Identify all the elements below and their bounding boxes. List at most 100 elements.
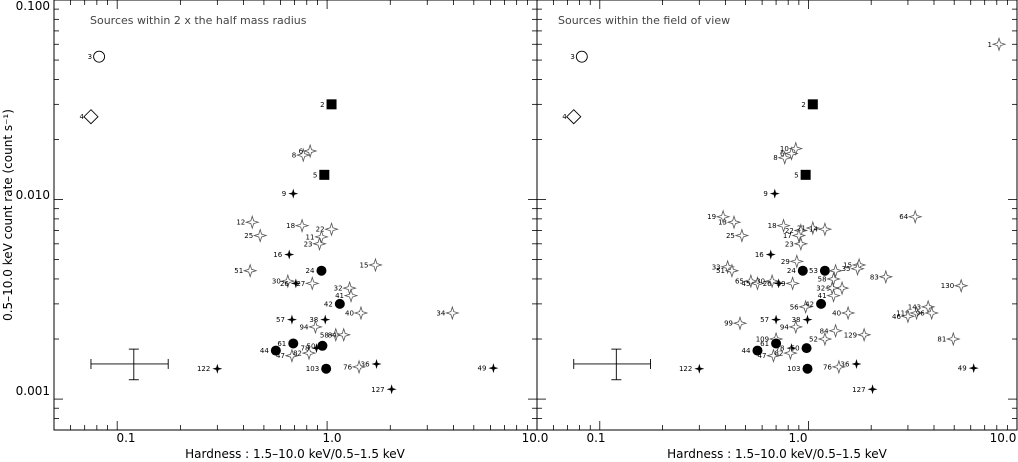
point-label: 42 — [324, 300, 333, 308]
open-star-marker — [785, 276, 800, 291]
point-label: 130 — [941, 282, 954, 290]
point-label: 38 — [309, 316, 318, 324]
filled-star-marker — [320, 314, 331, 325]
point-label: 36 — [841, 360, 850, 368]
open-star-marker — [244, 214, 260, 230]
y-axis-label: 0.5–10.0 keV count rate (count s⁻¹) — [1, 109, 15, 321]
open-star-marker — [826, 288, 841, 303]
open-star-marker — [312, 236, 327, 252]
point-label: 16 — [755, 251, 764, 259]
open-star-marker — [726, 214, 742, 230]
point-label: 16 — [273, 251, 282, 259]
point-label: 78 — [776, 345, 785, 353]
x-tick-label: 1.0 — [322, 431, 341, 445]
filled-circle-marker — [321, 363, 332, 374]
point-label: 5 — [794, 171, 798, 179]
filled-circle-marker — [270, 345, 281, 356]
open-star-marker — [308, 319, 323, 335]
point-label: 40 — [832, 310, 841, 318]
open-star-marker — [750, 276, 765, 291]
point-label: 47 — [758, 352, 767, 360]
point-label: 25 — [244, 232, 253, 240]
error-bar-left — [90, 348, 169, 381]
filled-circle-marker — [802, 363, 813, 374]
filled-square-marker — [807, 99, 818, 110]
tick-marks-right — [536, 0, 1017, 431]
point-label: 109 — [756, 336, 769, 344]
open-star-marker — [805, 220, 821, 236]
point-label: 26 — [280, 280, 289, 288]
point-label: 4 — [79, 113, 84, 121]
point-label: 53 — [809, 267, 818, 275]
filled-circle-marker — [816, 298, 827, 309]
point-label: 18 — [768, 222, 777, 230]
open-star-marker — [766, 348, 781, 364]
point-label: 10 — [780, 145, 789, 153]
point-label: 27 — [296, 280, 305, 288]
panel-right: Sources within the field of view 1342510… — [536, 0, 1018, 431]
filled-circle-marker — [316, 265, 327, 276]
point-label: 49 — [958, 365, 967, 373]
point-label: 19 — [707, 213, 716, 221]
point-label: 49 — [477, 365, 486, 373]
error-bar-right — [573, 348, 651, 381]
point-label: 42 — [805, 300, 814, 308]
open-star-marker — [295, 147, 311, 163]
open-circle-marker — [575, 50, 588, 63]
point-label: 14 — [809, 226, 818, 234]
open-star-marker — [444, 305, 460, 321]
point-label: 127 — [371, 386, 384, 394]
x-tick-label: 10.0 — [522, 431, 549, 445]
filled-square-marker — [319, 169, 330, 180]
open-star-marker — [784, 146, 799, 161]
open-circle-marker — [93, 50, 106, 63]
x-axis-label-right: Hardness : 1.5–10.0 keV/0.5–1.5 keV — [667, 447, 888, 461]
point-label: 61 — [277, 340, 286, 348]
point-label: 23 — [785, 240, 794, 248]
open-diamond-marker — [566, 109, 582, 125]
open-star-marker — [907, 209, 923, 225]
point-label: 3 — [88, 53, 92, 61]
point-label: 47 — [276, 352, 285, 360]
open-star-marker — [783, 345, 798, 361]
point-label: 64 — [899, 213, 908, 221]
point-label: 30 — [272, 278, 281, 286]
filled-circle-marker — [819, 265, 830, 276]
filled-star-marker — [773, 278, 784, 289]
point-label: 24 — [306, 267, 315, 275]
point-label: 34 — [436, 310, 445, 318]
point-label: 2 — [320, 101, 324, 109]
filled-star-marker — [288, 188, 299, 199]
open-star-marker — [924, 305, 940, 321]
open-star-marker — [828, 323, 843, 339]
point-label: 58 — [320, 331, 329, 339]
open-star-marker — [324, 221, 339, 237]
point-label: 15 — [360, 261, 369, 269]
filled-star-marker — [968, 363, 979, 374]
open-star-marker — [342, 280, 357, 296]
filled-star-marker — [851, 358, 862, 369]
point-label: 29 — [781, 258, 790, 266]
point-label: 40 — [345, 310, 354, 318]
open-star-marker — [788, 319, 804, 335]
point-label: 5 — [313, 171, 317, 179]
open-star-marker — [828, 263, 843, 279]
point-label: 122 — [197, 365, 210, 373]
open-star-marker — [789, 254, 805, 269]
open-star-marker — [764, 273, 780, 289]
point-label: 76 — [343, 363, 352, 371]
filled-square-marker — [800, 169, 811, 180]
open-star-marker — [791, 228, 807, 243]
open-star-marker — [788, 141, 804, 156]
point-label: 66 — [820, 267, 829, 275]
point-label: 22 — [316, 226, 325, 234]
open-star-marker — [826, 271, 841, 287]
plot-frame-right — [536, 0, 1018, 431]
panel-left: Sources within 2 x the half mass radius … — [53, 0, 538, 431]
point-label: 39 — [777, 280, 786, 288]
point-label: 51 — [716, 267, 725, 275]
open-star-marker — [793, 236, 809, 252]
point-label: 32 — [334, 285, 343, 293]
point-label: 129 — [844, 331, 857, 339]
